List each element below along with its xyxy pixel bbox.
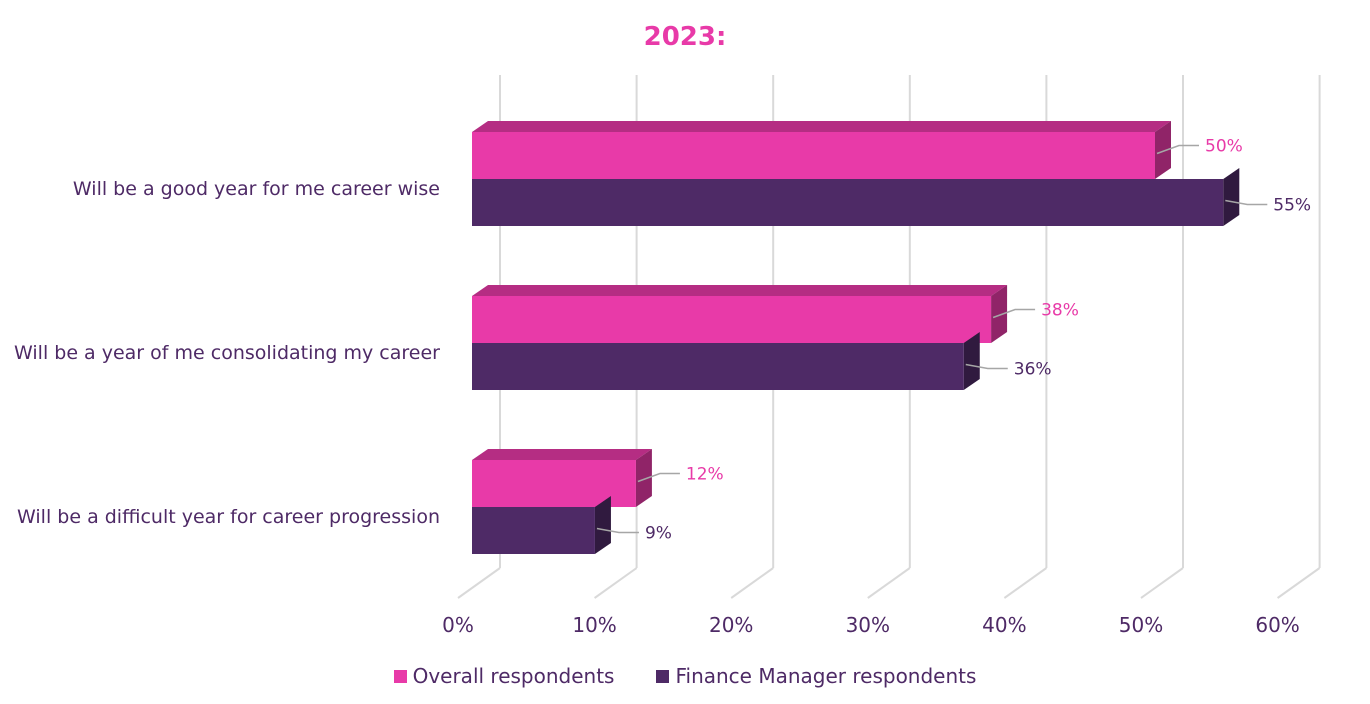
bar-top-face: [472, 285, 1008, 296]
category-label: Will be a good year for me career wise: [73, 178, 440, 200]
data-label: 50%: [1205, 137, 1243, 157]
bar-side-face: [963, 332, 980, 390]
data-label: 12%: [686, 465, 724, 485]
legend-swatch-overall: [393, 669, 407, 683]
bar-top-face: [472, 449, 652, 460]
x-tick-label: 60%: [1255, 613, 1299, 637]
data-label: 36%: [1014, 360, 1052, 380]
legend-label-finance-manager: Finance Manager respondents: [675, 664, 977, 688]
legend-swatch-finance-manager: [656, 669, 670, 683]
bar-side-face: [635, 449, 652, 507]
gridline-floor: [594, 567, 638, 599]
bar-side-face: [1155, 121, 1171, 179]
data-label: 9%: [645, 524, 672, 544]
x-tick-label: 50%: [1119, 613, 1163, 637]
category-label: Will be a year of me consolidating my ca…: [14, 342, 440, 364]
data-label-leader: [965, 363, 1008, 370]
bar: [472, 179, 1224, 226]
chart-legend: Overall respondents Finance Manager resp…: [0, 664, 1370, 688]
data-label-leader: [596, 527, 639, 534]
gridline-floor: [867, 567, 911, 599]
gridline-floor: [1140, 567, 1184, 599]
legend-label-overall: Overall respondents: [412, 664, 615, 688]
x-tick-label: 40%: [982, 613, 1026, 637]
gridline-floor: [457, 567, 501, 599]
legend-item-overall: Overall respondents: [393, 664, 615, 688]
gridline-floor: [1277, 567, 1321, 599]
data-label-leader: [1225, 199, 1268, 206]
bar-side-face: [594, 496, 611, 554]
data-label-leader: [1156, 144, 1199, 155]
data-label-leader: [637, 472, 680, 483]
legend-item-finance-manager: Finance Manager respondents: [656, 664, 976, 688]
bar-side-face: [991, 285, 1008, 343]
category-label: Will be a difficult year for career prog…: [17, 506, 440, 528]
bar-side-face: [1223, 168, 1240, 226]
bar: [472, 460, 636, 507]
x-tick-label: 20%: [709, 613, 753, 637]
bar-top-face: [472, 121, 1171, 132]
bar: [472, 296, 992, 343]
gridline-floor: [730, 567, 774, 599]
x-tick-label: 0%: [442, 613, 474, 637]
data-label: 38%: [1041, 301, 1079, 321]
bar: [472, 132, 1155, 179]
bar: [472, 343, 964, 390]
data-label: 55%: [1273, 196, 1311, 216]
bar: [472, 507, 595, 554]
chart-title: 2023:: [643, 22, 727, 52]
x-tick-label: 30%: [846, 613, 890, 637]
gridline-floor: [1003, 567, 1047, 599]
data-label-leader: [992, 308, 1036, 319]
x-tick-label: 10%: [572, 613, 616, 637]
